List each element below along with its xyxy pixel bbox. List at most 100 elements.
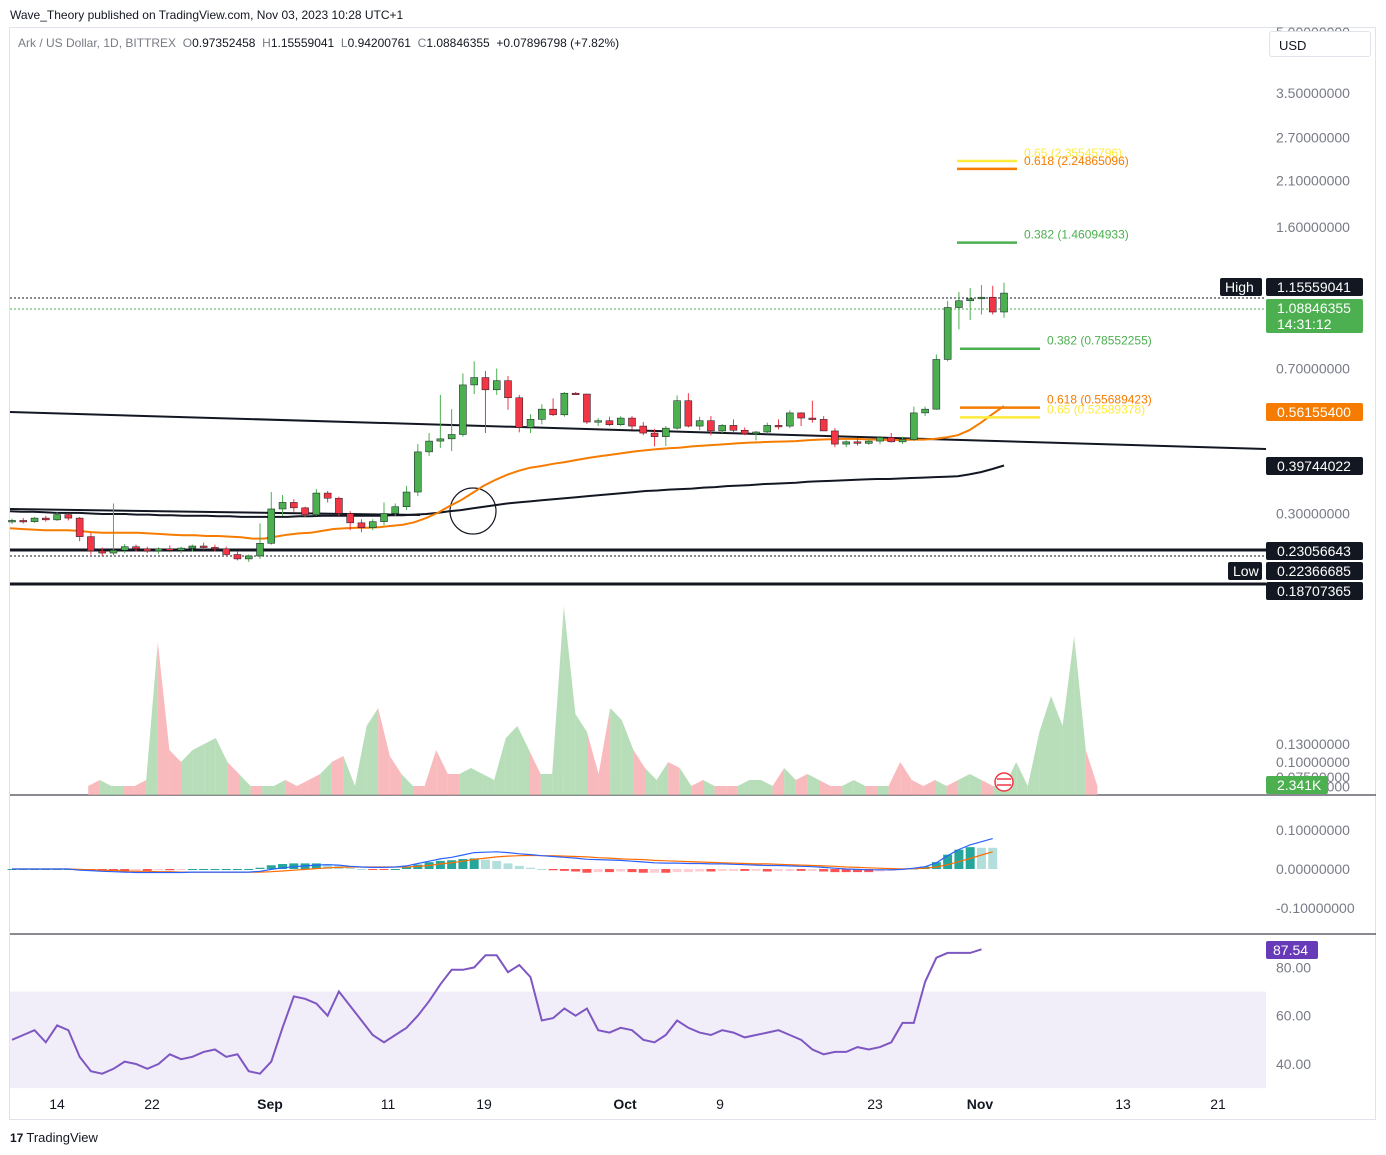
volume-segment [273, 780, 286, 795]
macd-histogram-bar [627, 869, 637, 873]
fib-level-label: 0.65 (0.52589378) [1047, 402, 1145, 416]
candle-body [447, 434, 456, 440]
rsi-band [10, 991, 1266, 1089]
macd-pane [7, 838, 998, 874]
macd-histogram-bar [255, 867, 265, 869]
volume-segment [621, 720, 634, 795]
candle-body [684, 400, 693, 427]
macd-histogram-bar [526, 867, 536, 869]
macd-histogram-bar [390, 869, 400, 870]
macd-histogram-bar [559, 869, 569, 871]
close-value: 1.08846355 [426, 36, 490, 50]
macd-histogram-bar [537, 869, 547, 870]
volume-segment [297, 780, 309, 795]
candle-body [470, 377, 478, 386]
volume-segment [923, 780, 935, 795]
price-tag-label: Low [1233, 563, 1260, 579]
time-axis-label: 19 [476, 1096, 492, 1112]
time-axis-label: Oct [613, 1096, 637, 1112]
candle-body [695, 420, 704, 427]
macd-line [12, 838, 993, 874]
candle-body [233, 554, 242, 560]
candle-body [166, 548, 174, 551]
volume-segment [691, 780, 703, 795]
price-badge-value: 0.22366685 [1277, 563, 1351, 579]
price-badge-box [1266, 562, 1363, 580]
volume-segment [285, 780, 297, 795]
macd-histogram-bar [323, 864, 333, 869]
currency-button[interactable]: USD [1269, 31, 1371, 57]
high-value: 1.15559041 [270, 36, 335, 50]
candle-body [222, 548, 230, 555]
volume-segment [215, 738, 228, 795]
macd-histogram-bar [165, 869, 175, 871]
candle-body [864, 440, 873, 444]
candle-body [132, 546, 140, 550]
candle-body [75, 517, 84, 537]
time-axis-label: 9 [716, 1096, 724, 1112]
candle-body [425, 440, 433, 453]
volume-segment [1062, 636, 1075, 795]
volume-segment [517, 726, 529, 795]
candle-body [560, 392, 569, 416]
macd-histogram-bar [176, 869, 186, 870]
candle-body [729, 425, 738, 431]
volume-segment [424, 750, 437, 795]
macd-histogram-bar [672, 869, 682, 873]
rsi-axis-label: 80.00 [1276, 959, 1311, 975]
candle-body [459, 384, 467, 435]
publisher-banner: Wave_Theory published on TradingView.com… [10, 8, 404, 22]
volume-segment [1027, 732, 1040, 795]
candle-body [312, 492, 321, 515]
candle-body [774, 425, 783, 428]
descending-trendline [9, 411, 1267, 450]
price-axis-label: 2.10000000 [1276, 173, 1350, 189]
price-axis-label: 2.70000000 [1276, 130, 1350, 146]
volume-segment [552, 606, 564, 795]
macd-histogram-bar [232, 869, 242, 870]
candle-body [910, 412, 918, 440]
candle-body [752, 431, 760, 435]
candle-body [1000, 292, 1008, 313]
rsi-axis-label: 40.00 [1276, 1056, 1311, 1072]
price-badge-box [1266, 278, 1363, 296]
volume-segment [877, 786, 889, 795]
macd-histogram-bar [604, 869, 614, 873]
macd-histogram-bar [819, 869, 829, 872]
price-tag-box [1220, 278, 1262, 296]
candle-body [673, 400, 681, 429]
candle-body [120, 546, 129, 551]
earth-icon-lines [997, 778, 1011, 786]
candle-body [109, 549, 118, 554]
candle-body [211, 547, 219, 550]
time-axis-label: 13 [1115, 1096, 1131, 1112]
volume-segment [679, 768, 692, 795]
time-axis-label: 11 [381, 1096, 396, 1112]
volume-segment [169, 750, 181, 795]
candle-body [30, 517, 39, 522]
volume-segment [946, 780, 959, 795]
open-label: O [182, 36, 193, 50]
price-axis-label: 0.10000000 [1276, 754, 1350, 770]
macd-histogram-bar [638, 869, 648, 873]
price-badge-box [1266, 457, 1363, 475]
candle-body [876, 437, 884, 442]
candle-body [707, 420, 715, 432]
candle-body [278, 502, 287, 510]
candle-body [380, 513, 388, 522]
macd-axis-label: 0.10000000 [1276, 822, 1350, 838]
volume-badge-box [1266, 776, 1328, 794]
candle-body [718, 425, 726, 432]
volume-segment [737, 780, 750, 795]
volume-segment [575, 714, 587, 795]
candle-body [346, 513, 354, 524]
macd-histogram-bar [266, 865, 276, 869]
macd-histogram-bar [762, 869, 772, 872]
candle-body [301, 507, 309, 515]
price-axis-label: 0.13000000 [1276, 736, 1350, 752]
price-badge-value: 1.15559041 [1277, 279, 1351, 295]
high-label: H [262, 36, 271, 50]
candle-body [368, 521, 377, 528]
price-badge-box [1266, 582, 1363, 600]
